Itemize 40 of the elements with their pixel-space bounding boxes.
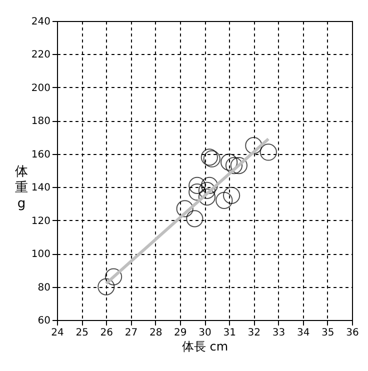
x-axis-title: 体長 cm: [182, 340, 228, 354]
point: [230, 156, 248, 174]
point: [98, 278, 115, 296]
x-tick-label: 24: [51, 328, 64, 338]
point: [198, 188, 216, 206]
y-tick-label: 180: [31, 116, 50, 128]
point: [220, 154, 238, 171]
y-tick-label: 220: [31, 50, 50, 61]
y-tick-label: 160: [31, 149, 50, 160]
point: [104, 268, 122, 286]
x-tick-label: 32: [248, 328, 261, 338]
x-tick-label: 33: [272, 328, 286, 338]
x-tick-label: 25: [76, 328, 88, 338]
x-tick-label: 30: [198, 328, 212, 338]
x-tick-label: 31: [223, 328, 236, 338]
point: [216, 192, 233, 209]
y-tick-label: 100: [31, 249, 50, 260]
x-tick-label: 26: [100, 328, 114, 338]
x-tick-label: 29: [174, 328, 187, 338]
y-tick-label: 60: [38, 316, 50, 326]
y-tick-label: 120: [31, 216, 50, 227]
point: [198, 182, 216, 199]
y-tick-label: 80: [38, 282, 50, 294]
y-tick-label: 140: [31, 182, 50, 194]
x-tick-label: 34: [296, 328, 310, 338]
x-tick-label: 28: [149, 328, 162, 338]
point: [222, 186, 240, 204]
point: [186, 210, 204, 228]
y-axis-title: 体重 g: [15, 164, 28, 212]
point: [188, 176, 206, 194]
y-tick-label: 240: [31, 16, 50, 28]
point: [176, 200, 194, 218]
x-tick-label: 36: [346, 328, 359, 338]
point: [260, 144, 277, 161]
x-tick-label: 27: [124, 328, 138, 338]
point: [245, 137, 262, 154]
y-tick-label: 200: [31, 82, 50, 94]
point: [225, 156, 243, 174]
point: [200, 176, 218, 194]
x-tick-label: 35: [322, 328, 334, 338]
